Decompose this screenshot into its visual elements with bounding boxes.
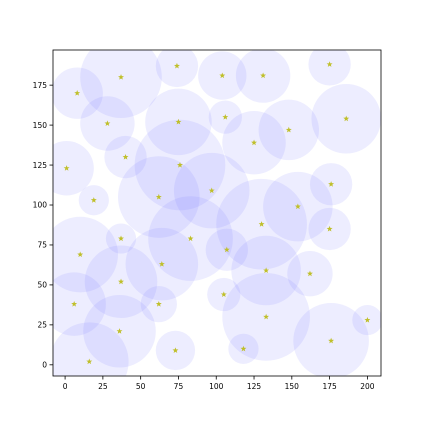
star-marker-21 xyxy=(326,225,333,232)
x-tick-label-75: 75 xyxy=(174,382,184,391)
star-marker-2 xyxy=(174,62,180,69)
bubble-1 xyxy=(80,50,162,118)
star-marker-4 xyxy=(260,72,267,79)
star-marker-0 xyxy=(74,90,81,96)
y-tick-label-75: 75 xyxy=(37,241,47,250)
star-marker-8 xyxy=(222,114,229,120)
y-tick-label-0: 0 xyxy=(42,361,47,370)
x-tick-label-175: 175 xyxy=(322,382,337,391)
x-tick-label-0: 0 xyxy=(63,382,68,391)
y-tick-label-175: 175 xyxy=(33,81,48,90)
bubble-12 xyxy=(53,141,94,196)
star-marker-34 xyxy=(263,313,270,320)
marker-layer xyxy=(63,61,371,365)
star-marker-37 xyxy=(86,358,93,365)
star-marker-16 xyxy=(328,181,335,187)
star-marker-11 xyxy=(343,115,350,122)
y-tick-label-150: 150 xyxy=(33,121,48,130)
y-tick-label-100: 100 xyxy=(33,201,48,210)
star-marker-22 xyxy=(118,235,124,242)
bubble-30 xyxy=(53,272,106,336)
star-marker-31 xyxy=(155,300,162,307)
star-marker-14 xyxy=(177,161,183,168)
y-tick-label-25: 25 xyxy=(37,321,47,330)
bubble-2 xyxy=(155,50,199,88)
bubble-5 xyxy=(308,50,351,86)
star-marker-32 xyxy=(220,291,227,298)
star-marker-29 xyxy=(118,278,124,285)
star-marker-27 xyxy=(263,267,270,274)
star-marker-7 xyxy=(175,118,182,125)
star-marker-6 xyxy=(104,120,111,127)
x-tick-label-150: 150 xyxy=(285,382,300,391)
bubble-24 xyxy=(53,216,118,293)
bubble-37 xyxy=(53,322,129,376)
star-marker-30 xyxy=(71,300,78,307)
star-marker-38 xyxy=(172,347,179,353)
star-marker-12 xyxy=(63,165,70,171)
star-marker-25 xyxy=(223,246,230,253)
star-marker-20 xyxy=(258,221,265,227)
star-marker-1 xyxy=(118,74,124,80)
bubble-layer xyxy=(53,50,381,376)
star-marker-35 xyxy=(364,316,371,323)
x-axis: 0 25 50 75 100 125 150 175 200 xyxy=(63,376,375,391)
star-marker-10 xyxy=(285,126,292,133)
star-marker-5 xyxy=(326,61,333,67)
star-marker-17 xyxy=(90,197,97,203)
star-marker-19 xyxy=(294,203,301,210)
star-marker-18 xyxy=(155,193,162,200)
star-marker-3 xyxy=(219,72,226,79)
star-marker-9 xyxy=(251,139,257,146)
y-tick-label-50: 50 xyxy=(37,281,47,290)
y-axis: 0 25 50 75 100 125 150 175 xyxy=(33,81,53,370)
star-marker-15 xyxy=(208,187,215,194)
star-marker-39 xyxy=(240,345,247,352)
x-tick-label-100: 100 xyxy=(209,382,224,391)
axes-frame xyxy=(52,49,382,377)
star-marker-24 xyxy=(77,251,84,258)
y-tick-label-125: 125 xyxy=(33,161,48,170)
star-marker-33 xyxy=(116,328,123,334)
star-marker-13 xyxy=(122,153,129,160)
x-tick-label-25: 25 xyxy=(98,382,108,391)
star-marker-28 xyxy=(307,270,313,277)
x-tick-label-200: 200 xyxy=(360,382,375,391)
x-tick-label-50: 50 xyxy=(136,382,146,391)
x-tick-label-125: 125 xyxy=(247,382,262,391)
star-marker-36 xyxy=(328,337,335,344)
star-marker-26 xyxy=(158,261,165,267)
star-marker-23 xyxy=(187,235,194,242)
